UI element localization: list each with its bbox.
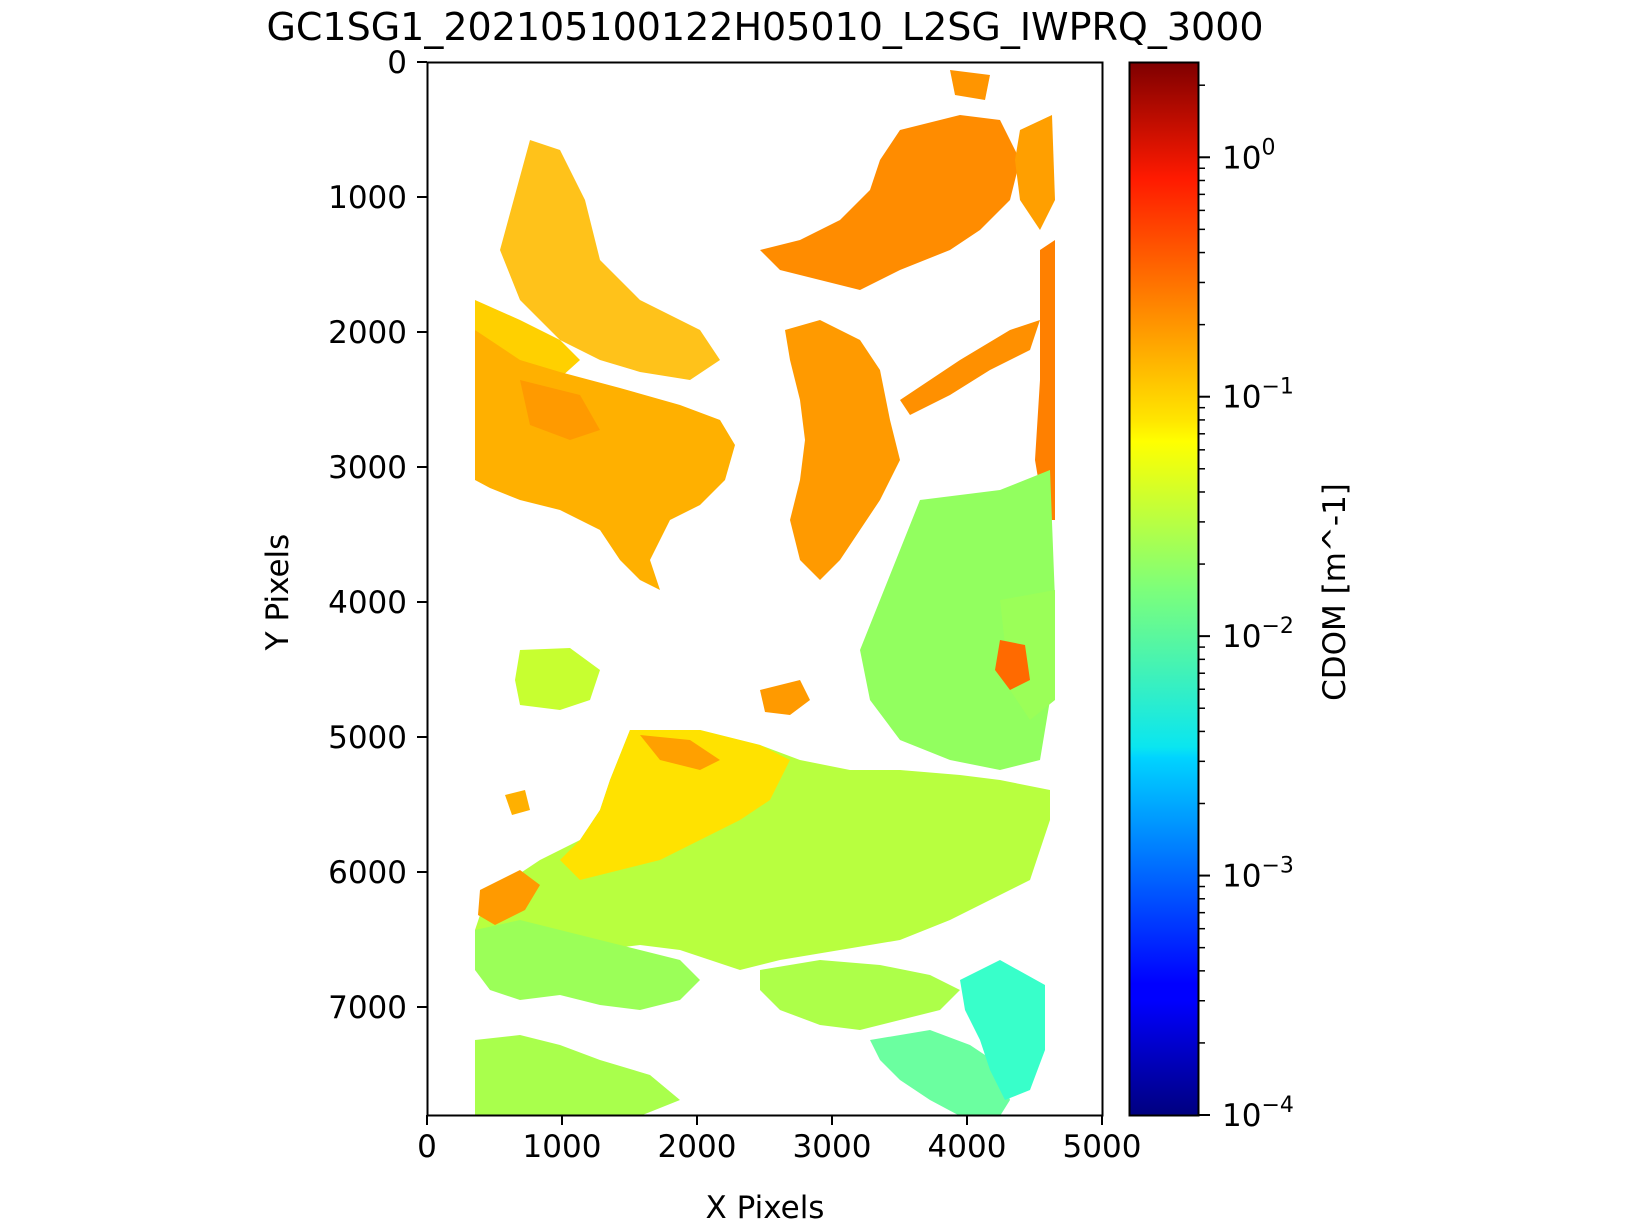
- region-southwest-coast: [478, 870, 540, 925]
- region-central: [785, 320, 900, 580]
- region-small-patch-3: [505, 790, 530, 815]
- region-southeast-edge: [960, 960, 1045, 1100]
- x-axis-ticks: 0 1000 2000 3000 4000 5000: [417, 1115, 1141, 1165]
- x-tick-label: 2000: [658, 1129, 737, 1165]
- y-tick-label: 0: [387, 45, 407, 81]
- region-south-yellow: [560, 730, 790, 880]
- y-tick-label: 1000: [328, 180, 407, 216]
- x-tick-label: 3000: [793, 1129, 872, 1165]
- colorbar: [1128, 61, 1200, 1117]
- y-tick-label: 2000: [328, 315, 407, 351]
- region-east-strip: [1015, 115, 1055, 230]
- region-northwest: [500, 140, 720, 380]
- x-tick-label: 1000: [523, 1129, 602, 1165]
- plot-frame: [426, 61, 1104, 1117]
- region-small-patch-1: [515, 648, 600, 710]
- colorbar-tick-label: 100: [1222, 135, 1275, 176]
- region-south-band: [475, 920, 700, 1010]
- colorbar-label: CDOM [m^-1]: [1317, 483, 1353, 701]
- region-far-south-east: [870, 1030, 1010, 1116]
- region-east-hotspot: [995, 640, 1030, 690]
- y-tick-label: 4000: [328, 585, 407, 621]
- region-far-south-west: [475, 1035, 680, 1116]
- region-small-patch-2: [760, 680, 810, 715]
- x-tick-label: 5000: [1063, 1129, 1142, 1165]
- y-tick-label: 7000: [328, 990, 407, 1026]
- y-tick-label: 5000: [328, 720, 407, 756]
- y-axis-ticks: 0 1000 2000 3000 4000 5000 6000 7000: [328, 45, 427, 1026]
- colorbar-ticks: 10−4 10−3 10−2 10−1 100: [1198, 84, 1294, 1134]
- region-south-central: [760, 960, 960, 1030]
- region-northeast-top: [950, 70, 990, 100]
- colorbar-tick-label: 10−1: [1222, 375, 1294, 416]
- x-axis-label: X Pixels: [706, 1190, 825, 1226]
- chart-title: GC1SG1_202105100122H05010_L2SG_IWPRQ_300…: [266, 5, 1263, 49]
- colorbar-tick-label: 10−4: [1222, 1093, 1294, 1134]
- region-west-coast: [475, 300, 580, 378]
- region-west-hotspot: [520, 380, 600, 440]
- region-east-green: [860, 470, 1055, 770]
- y-tick-label: 6000: [328, 855, 407, 891]
- x-tick-label: 0: [417, 1129, 437, 1165]
- colorbar-tick-label: 10−2: [1222, 614, 1294, 655]
- region-south-orange-streak: [640, 735, 720, 770]
- colorbar-tick-label: 10−3: [1222, 854, 1294, 895]
- y-axis-label: Y Pixels: [260, 534, 296, 652]
- region-northeast: [760, 115, 1020, 290]
- x-tick-label: 4000: [928, 1129, 1007, 1165]
- region-east-edge: [1035, 240, 1055, 520]
- region-central-strip: [900, 320, 1040, 415]
- cdom-heatmap: [475, 70, 1055, 1116]
- y-tick-label: 3000: [328, 450, 407, 486]
